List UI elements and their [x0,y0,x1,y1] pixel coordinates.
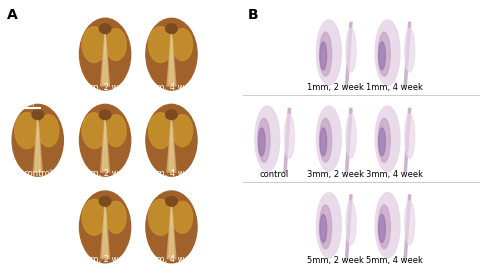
Ellipse shape [316,192,341,258]
Polygon shape [100,29,109,86]
Ellipse shape [166,197,177,206]
Text: 1mm, 4 week: 1mm, 4 week [143,83,200,92]
Polygon shape [102,34,108,84]
Ellipse shape [32,110,43,120]
Text: 1mm, 2 week: 1mm, 2 week [76,83,133,92]
Ellipse shape [166,110,177,120]
Ellipse shape [345,201,355,245]
Text: 1cm: 1cm [19,101,35,107]
Polygon shape [167,29,176,86]
Text: 3mm, 2 week: 3mm, 2 week [76,169,133,178]
Ellipse shape [106,29,126,60]
Ellipse shape [377,32,389,76]
Ellipse shape [319,214,326,243]
Ellipse shape [377,205,389,249]
Text: 5mm, 2 week: 5mm, 2 week [76,255,133,264]
Ellipse shape [284,114,294,158]
Ellipse shape [79,191,131,263]
Ellipse shape [319,42,326,70]
Ellipse shape [82,199,106,235]
Polygon shape [283,108,290,172]
Ellipse shape [99,110,110,120]
Polygon shape [168,120,174,170]
Ellipse shape [404,114,414,158]
Text: 1mm, 2 week: 1mm, 2 week [306,83,363,92]
Text: A: A [7,8,18,22]
Polygon shape [403,195,410,259]
Polygon shape [100,115,109,172]
Polygon shape [102,120,108,170]
Ellipse shape [319,118,331,162]
Ellipse shape [106,115,126,147]
Ellipse shape [145,18,197,90]
Ellipse shape [374,20,399,85]
Polygon shape [100,201,109,259]
Ellipse shape [258,128,264,156]
Ellipse shape [82,27,106,62]
Polygon shape [345,108,351,172]
Ellipse shape [79,18,131,90]
Ellipse shape [319,205,331,249]
Ellipse shape [148,113,172,148]
Ellipse shape [82,113,106,148]
Ellipse shape [148,199,172,235]
Text: 5mm, 4 week: 5mm, 4 week [365,256,422,265]
Polygon shape [345,22,351,86]
Ellipse shape [79,104,131,176]
Ellipse shape [404,201,414,245]
Text: control: control [259,169,288,178]
Ellipse shape [166,24,177,34]
Text: control: control [23,169,52,178]
Ellipse shape [345,28,355,72]
Polygon shape [168,34,174,84]
Polygon shape [168,207,174,257]
Polygon shape [102,207,108,257]
Ellipse shape [377,118,389,162]
Ellipse shape [172,201,192,233]
Polygon shape [167,201,176,259]
Polygon shape [345,195,351,259]
Ellipse shape [106,201,126,233]
Ellipse shape [145,104,197,176]
Ellipse shape [316,106,341,171]
Ellipse shape [145,191,197,263]
Text: 3mm, 4 week: 3mm, 4 week [365,169,422,178]
Text: 5mm, 4 week: 5mm, 4 week [143,255,200,264]
Polygon shape [33,115,42,172]
Polygon shape [403,22,410,86]
Polygon shape [35,120,40,170]
Ellipse shape [148,27,172,62]
Ellipse shape [38,115,59,147]
Ellipse shape [404,28,414,72]
Ellipse shape [345,114,355,158]
Ellipse shape [378,42,384,70]
Ellipse shape [15,113,39,148]
Ellipse shape [172,29,192,60]
Ellipse shape [257,118,269,162]
Ellipse shape [99,197,110,206]
Text: 3mm, 4 week: 3mm, 4 week [143,169,200,178]
Polygon shape [403,108,410,172]
Text: B: B [247,8,258,22]
Ellipse shape [374,192,399,258]
Ellipse shape [254,106,279,171]
Ellipse shape [172,115,192,147]
Ellipse shape [378,128,384,156]
Text: 1mm, 4 week: 1mm, 4 week [365,83,422,92]
Ellipse shape [12,104,63,176]
Polygon shape [167,115,176,172]
Text: 5mm, 2 week: 5mm, 2 week [306,256,363,265]
Ellipse shape [316,20,341,85]
Text: 3mm, 2 week: 3mm, 2 week [306,169,363,178]
Ellipse shape [99,24,110,34]
Ellipse shape [319,32,331,76]
Ellipse shape [378,214,384,243]
Ellipse shape [374,106,399,171]
Ellipse shape [319,128,326,156]
